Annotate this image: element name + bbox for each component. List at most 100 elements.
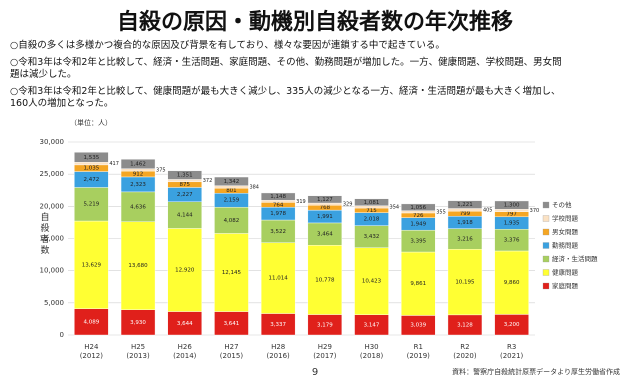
x-tick-label: H25 [131,343,145,351]
value-label: 12,920 [175,267,195,273]
bar-segment [74,220,109,309]
value-label: 4,144 [177,213,193,219]
bar-segment [214,233,249,312]
bar-segment [260,242,296,314]
value-label: 375 [156,167,166,173]
bar-segment [307,245,343,315]
legend-label: 勤務問題 [552,241,579,250]
x-tick-label: (2017) [313,352,337,360]
value-label: 1,935 [504,221,520,227]
y-tick-label: 25,000 [40,170,65,178]
value-label: 1,535 [83,155,99,161]
bar-segment [74,161,109,166]
bar-segment [494,209,529,212]
value-label: 9,861 [410,281,426,287]
value-label: 13,629 [82,262,102,268]
bar-segment [354,205,389,209]
bar-segment [74,187,109,222]
bar-segment [167,179,202,183]
bar-segment [120,159,156,169]
value-label: 3,128 [457,322,473,328]
legend-swatch [542,269,550,276]
legend-swatch [542,215,550,222]
bar-segment [167,201,202,229]
x-tick-label: (2021) [500,352,524,360]
x-tick-label: H29 [318,343,332,351]
x-tick-label: H24 [84,343,99,351]
y-tick-label: 5,000 [44,299,64,307]
bullet: ○令和3年は令和2年と比較して、経済・生活問題、家庭問題、その他、勤務問題が増加… [10,57,562,80]
value-label: 13,680 [128,263,148,269]
value-label: 1,949 [410,221,426,227]
bar-segment [494,200,529,210]
legend-label: 経済・生活問題 [552,254,598,263]
bar-segment [260,200,296,203]
value-label: 1,056 [410,205,426,211]
bar-segment [494,250,529,315]
x-tick-label: (2012) [80,352,104,360]
bar-segment [401,203,436,211]
value-label: 3,147 [364,322,380,328]
value-label: 768 [320,205,331,211]
x-tick-label: (2015) [220,352,244,360]
value-label: 3,522 [270,229,286,235]
value-label: 715 [366,208,377,214]
value-label: 3,395 [410,239,426,245]
value-label: 1,978 [270,211,286,217]
legend-label: 学校問題 [552,214,579,223]
value-label: 3,464 [317,232,333,238]
x-tick-label: (2020) [453,352,477,360]
y-tick-label: 15,000 [40,235,65,243]
bar-segment [307,195,343,204]
bar-segment [167,228,202,312]
value-label: 1,148 [270,194,286,200]
legend-label: 健康問題 [552,268,579,277]
title: 自殺の原因・動機別自殺者数の年次推移 [116,10,513,35]
x-tick-label: H27 [224,343,238,351]
value-label: 1,351 [177,173,193,179]
value-label: 1,081 [364,200,380,206]
bar-segment [120,191,156,222]
x-tick-label: H30 [364,343,378,351]
legend-label: その他 [552,200,572,209]
bar-segment [354,198,389,206]
bar-segment [120,221,156,310]
y-tick-label: 20,000 [40,202,65,210]
legend-swatch [542,228,550,236]
value-label: 2,323 [130,182,146,188]
value-label: 1,300 [504,203,520,209]
value-label: 329 [343,202,353,208]
value-label: 875 [180,182,191,188]
bar-segment [120,309,156,336]
value-label: 12,145 [222,270,242,276]
value-label: 3,641 [224,321,240,327]
value-label: 10,195 [455,280,475,286]
legend-swatch [542,201,550,209]
x-tick-label: R2 [460,343,469,351]
unit: （単位：人） [70,118,112,127]
bar-segment [120,168,156,172]
value-label: 10,423 [362,279,382,285]
value-label: 5,219 [83,202,99,208]
x-tick-label: R1 [414,343,423,351]
value-label: 797 [506,212,517,218]
x-tick-label: (2019) [407,352,431,360]
bar-segment [447,208,483,212]
value-label: 1,221 [457,202,473,208]
value-label: 3,930 [130,320,146,326]
value-label: 370 [530,208,540,214]
value-label: 2,159 [224,198,240,204]
value-label: 9,860 [504,280,520,286]
bar-segment [74,308,109,336]
value-label: 4,082 [224,218,240,224]
value-label: 1,127 [317,197,333,203]
page-number: 9 [312,367,318,378]
bar-segment [214,176,249,186]
legend-swatch [542,282,550,290]
value-label: 4,089 [83,319,99,325]
bullet: ○自殺の多くは多様かつ複合的な原因及び背景を有しており、様々な要因が連鎖する中で… [10,40,445,51]
x-tick-label: (2013) [126,352,150,360]
value-label: 3,216 [457,236,473,242]
value-label: 3,039 [410,323,426,329]
